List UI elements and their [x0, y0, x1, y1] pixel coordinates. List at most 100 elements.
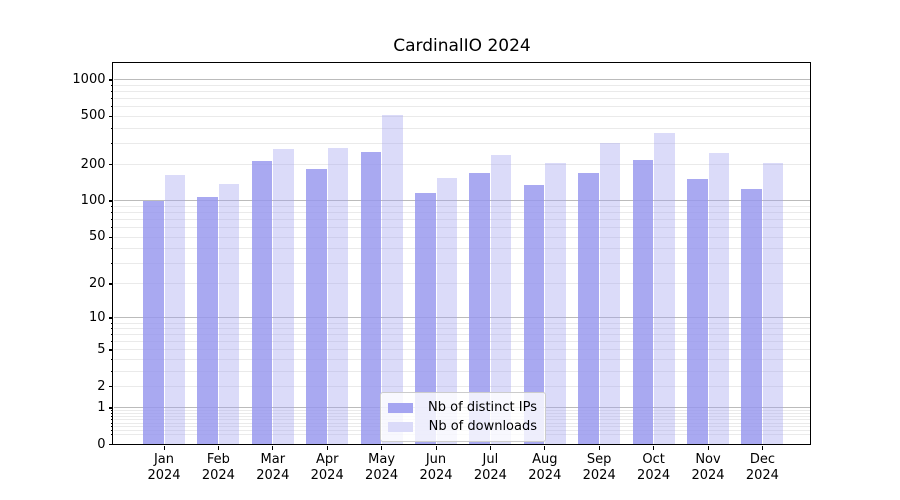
y-minortick-40: [110, 248, 113, 250]
bar-distinct-ips-feb-2024: [197, 196, 218, 445]
y-minortick-90: [110, 205, 113, 207]
y-minortick-900: [110, 85, 113, 87]
gridline-minor-30: [113, 262, 811, 264]
gridline-minor-2: [113, 386, 811, 388]
y-tick-label-2: 2: [97, 378, 106, 394]
gridline-major-100: [113, 200, 811, 202]
bar-downloads-mar-2024: [273, 148, 294, 445]
y-tick-1000: [108, 79, 113, 81]
legend-item-downloads: Nb of downloads: [388, 417, 537, 436]
bar-distinct-ips-aug-2024: [523, 184, 545, 445]
x-tick-label-apr: Apr 2024: [310, 451, 344, 483]
x-tick-dec: [761, 445, 764, 450]
y-tick-5: [108, 349, 113, 351]
y-tick-label-1: 1: [97, 399, 106, 415]
x-tick-aug: [544, 445, 546, 450]
x-tick-oct: [653, 445, 655, 450]
x-tick-jul: [489, 445, 492, 450]
y-minortick-60: [110, 227, 113, 229]
y-minortick-0.2: [110, 434, 113, 436]
y-minortick-0.6: [110, 419, 113, 421]
y-minortick-8: [110, 328, 113, 330]
x-tick-apr: [326, 445, 328, 450]
x-tick-mar: [272, 445, 274, 450]
y-minortick-7: [110, 334, 113, 336]
y-tick-label-5: 5: [97, 341, 106, 357]
y-tick-10: [108, 317, 113, 319]
y-minortick-30: [110, 262, 113, 264]
x-tick-label-jun: Jun 2024: [419, 451, 453, 483]
bar-distinct-ips-jul-2024: [469, 172, 490, 445]
x-tick-may: [381, 445, 383, 450]
bar-downloads-aug-2024: [545, 163, 566, 445]
y-minortick-0.8: [110, 412, 113, 414]
bar-downloads-nov-2024: [708, 153, 729, 445]
y-tick-label-500: 500: [80, 108, 106, 124]
y-tick-label-10: 10: [88, 309, 106, 325]
x-tick-feb: [217, 445, 220, 450]
x-tick-jun: [435, 445, 437, 450]
gridline-minor-400: [113, 127, 811, 129]
gridline-minor-60: [113, 227, 811, 229]
gridline-minor-5: [113, 349, 811, 351]
y-minortick-9: [110, 322, 113, 324]
y-tick-2: [108, 386, 113, 388]
legend-label-downloads: Nb of downloads: [428, 419, 537, 434]
bar-downloads-apr-2024: [327, 147, 349, 445]
bar-distinct-ips-nov-2024: [687, 179, 708, 445]
gridline-major-10: [113, 317, 811, 319]
y-minortick-4: [110, 359, 113, 361]
bar-distinct-ips-may-2024: [360, 151, 382, 445]
bar-downloads-jun-2024: [436, 178, 457, 445]
y-tick-1: [108, 407, 113, 409]
y-minortick-3: [110, 370, 113, 372]
bar-downloads-dec-2024: [762, 163, 784, 445]
y-minortick-300: [110, 142, 113, 144]
gridline-minor-3: [113, 370, 811, 372]
gridline-minor-40: [113, 248, 811, 250]
gridline-minor-600: [113, 106, 811, 108]
x-tick-sep: [598, 445, 600, 450]
gridline-minor-8: [113, 328, 811, 330]
x-tick-label-dec: Dec 2024: [745, 451, 779, 483]
gridline-major-1000: [113, 79, 811, 81]
legend-label-distinct-ips: Nb of distinct IPs: [428, 400, 537, 415]
x-tick-label-feb: Feb 2024: [201, 451, 235, 483]
gridline-minor-800: [113, 91, 811, 93]
gridline-minor-90: [113, 205, 811, 207]
y-minortick-0.4: [110, 426, 113, 428]
x-tick-label-oct: Oct 2024: [637, 451, 671, 483]
x-tick-jan: [163, 445, 165, 450]
gridline-minor-7: [113, 334, 811, 336]
y-tick-label-50: 50: [88, 229, 106, 245]
x-tick-label-mar: Mar 2024: [256, 451, 290, 483]
gridline-minor-4: [113, 359, 811, 361]
bar-distinct-ips-mar-2024: [251, 160, 273, 445]
y-minortick-0.5: [110, 422, 113, 424]
gridline-minor-50: [113, 236, 811, 238]
gridline-minor-700: [113, 98, 811, 100]
gridline-minor-200: [113, 164, 811, 166]
bar-distinct-ips-sep-2024: [578, 172, 599, 445]
y-tick-0: [108, 444, 113, 446]
y-minortick-80: [110, 212, 113, 214]
legend-swatch-distinct-ips-icon: [388, 402, 413, 413]
bar-downloads-may-2024: [382, 114, 403, 445]
y-tick-20: [108, 283, 113, 285]
chart-title: CardinalIO 2024: [393, 36, 531, 56]
x-tick-label-jul: Jul 2024: [473, 451, 507, 483]
x-tick-nov: [707, 445, 709, 450]
legend-swatch-downloads-icon: [388, 421, 413, 432]
y-tick-label-100: 100: [80, 192, 106, 208]
bar-downloads-oct-2024: [654, 132, 675, 445]
y-minortick-400: [110, 127, 113, 129]
bar-downloads-sep-2024: [599, 143, 621, 445]
y-minortick-800: [110, 91, 113, 93]
y-minortick-0.7: [110, 416, 113, 417]
gridline-minor-9: [113, 322, 811, 324]
bar-distinct-ips-jun-2024: [415, 193, 436, 445]
y-minortick-700: [110, 98, 113, 100]
x-tick-label-may: May 2024: [365, 451, 399, 483]
y-tick-label-1000: 1000: [72, 71, 106, 87]
